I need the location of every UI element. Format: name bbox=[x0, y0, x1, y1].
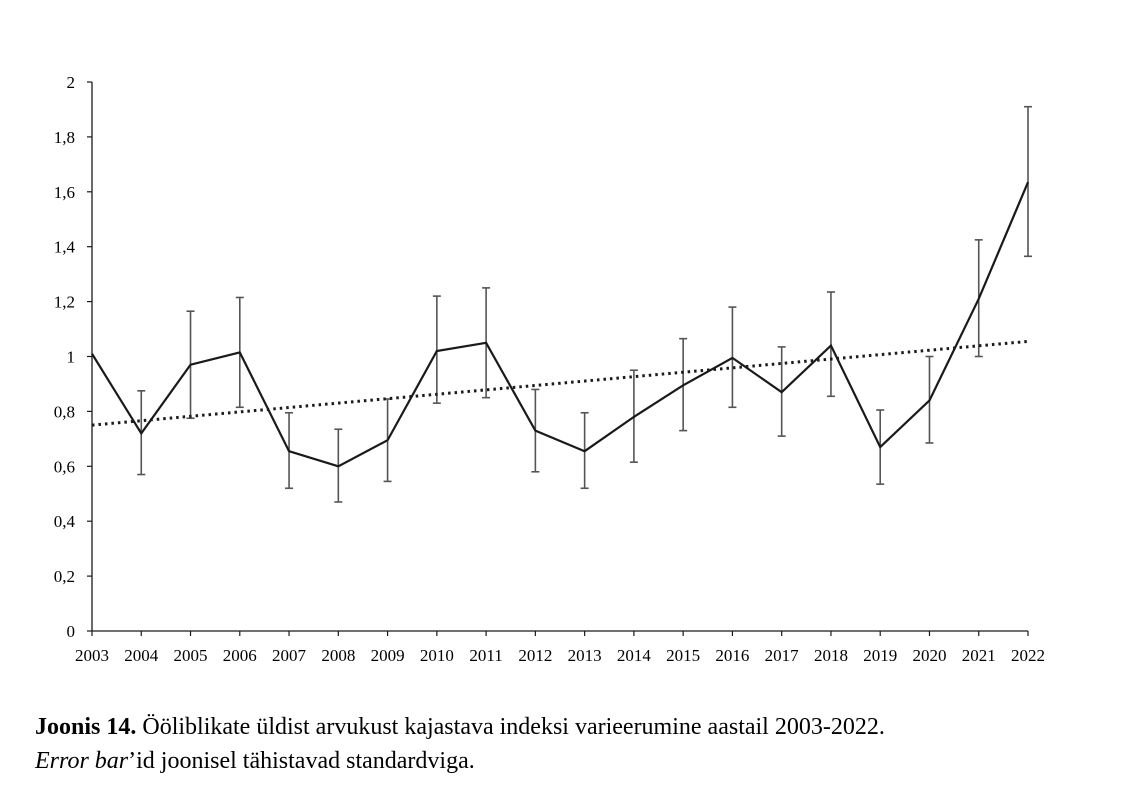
series-line bbox=[91, 181, 1030, 468]
x-tick-label: 2008 bbox=[321, 646, 355, 665]
error-bars bbox=[137, 105, 1032, 503]
x-tick-label: 2022 bbox=[1011, 646, 1045, 665]
y-tick-label: 0,8 bbox=[54, 402, 75, 421]
y-tick-label: 1 bbox=[67, 348, 76, 367]
x-tick-label: 2003 bbox=[75, 646, 109, 665]
data-point bbox=[633, 416, 635, 418]
data-point bbox=[190, 364, 192, 366]
data-point bbox=[682, 384, 684, 386]
data-point bbox=[879, 446, 881, 448]
y-tick-label: 0,6 bbox=[54, 457, 75, 476]
series-group bbox=[91, 181, 1030, 468]
data-point bbox=[436, 350, 438, 352]
x-tick-label: 2009 bbox=[371, 646, 405, 665]
y-tick-label: 1,6 bbox=[54, 183, 75, 202]
x-tick-label: 2014 bbox=[617, 646, 652, 665]
figure-caption: Joonis 14. Ööliblikate üldist arvukust k… bbox=[35, 710, 1105, 778]
caption-line-1: Joonis 14. Ööliblikate üldist arvukust k… bbox=[35, 710, 1105, 744]
x-tick-label: 2017 bbox=[765, 646, 800, 665]
error-bar bbox=[432, 295, 441, 404]
x-tick-label: 2007 bbox=[272, 646, 307, 665]
y-tick-label: 0,4 bbox=[54, 512, 76, 531]
y-tick-label: 2 bbox=[67, 73, 76, 92]
data-point bbox=[830, 345, 832, 347]
caption-text-2: ’id joonisel tähistavad standardviga. bbox=[128, 748, 475, 774]
x-tick-label: 2019 bbox=[863, 646, 897, 665]
x-tick-label: 2005 bbox=[174, 646, 208, 665]
x-tick-label: 2006 bbox=[223, 646, 257, 665]
caption-line-2: Error bar’id joonisel tähistavad standar… bbox=[35, 744, 1105, 778]
y-ticks: 0 0,2 0,4 0,6 0,8 1 1,2 1,4 1,6 1,8 2 bbox=[54, 73, 92, 641]
x-tick-label: 2011 bbox=[469, 646, 502, 665]
data-point bbox=[534, 430, 536, 432]
data-point bbox=[91, 353, 93, 355]
data-point bbox=[978, 298, 980, 300]
x-tick-label: 2010 bbox=[420, 646, 454, 665]
data-point bbox=[485, 342, 487, 344]
x-tick-label: 2004 bbox=[124, 646, 159, 665]
x-ticks: 2003 2004 2005 2006 2007 2008 2009 2010 2011 2012… bbox=[75, 631, 1045, 665]
data-point bbox=[584, 450, 586, 452]
y-tick-label: 0,2 bbox=[54, 567, 75, 586]
caption-text-1: Ööliblikate üldist arvukust kajastava in… bbox=[136, 714, 885, 740]
data-point bbox=[928, 399, 930, 401]
x-tick-label: 2012 bbox=[518, 646, 552, 665]
data-point bbox=[387, 439, 389, 441]
caption-label: Joonis 14. bbox=[35, 714, 137, 740]
y-tick-label: 1,4 bbox=[54, 238, 76, 257]
data-point bbox=[1027, 181, 1029, 183]
error-bar bbox=[1024, 105, 1032, 258]
trendline-group bbox=[91, 339, 1029, 427]
y-tick-label: 1,2 bbox=[54, 293, 75, 312]
data-point bbox=[140, 432, 142, 434]
x-tick-label: 2015 bbox=[666, 646, 700, 665]
x-tick-label: 2013 bbox=[568, 646, 602, 665]
x-tick-label: 2016 bbox=[715, 646, 749, 665]
x-tick-label: 2020 bbox=[912, 646, 946, 665]
x-tick-label: 2018 bbox=[814, 646, 848, 665]
data-point bbox=[731, 357, 733, 359]
y-tick-label: 0 bbox=[67, 622, 76, 641]
data-point bbox=[288, 450, 290, 452]
y-tick-label: 1,8 bbox=[54, 128, 75, 147]
data-point bbox=[239, 351, 241, 353]
data-point bbox=[337, 465, 339, 467]
line-chart: 0 0,2 0,4 0,6 0,8 1 1,2 1,4 1,6 1,8 2 2003 2004 2005… bbox=[54, 73, 1045, 665]
caption-italic: Error bar bbox=[35, 748, 129, 774]
data-point bbox=[781, 391, 783, 393]
trendline bbox=[91, 339, 1029, 427]
x-tick-label: 2021 bbox=[962, 646, 996, 665]
